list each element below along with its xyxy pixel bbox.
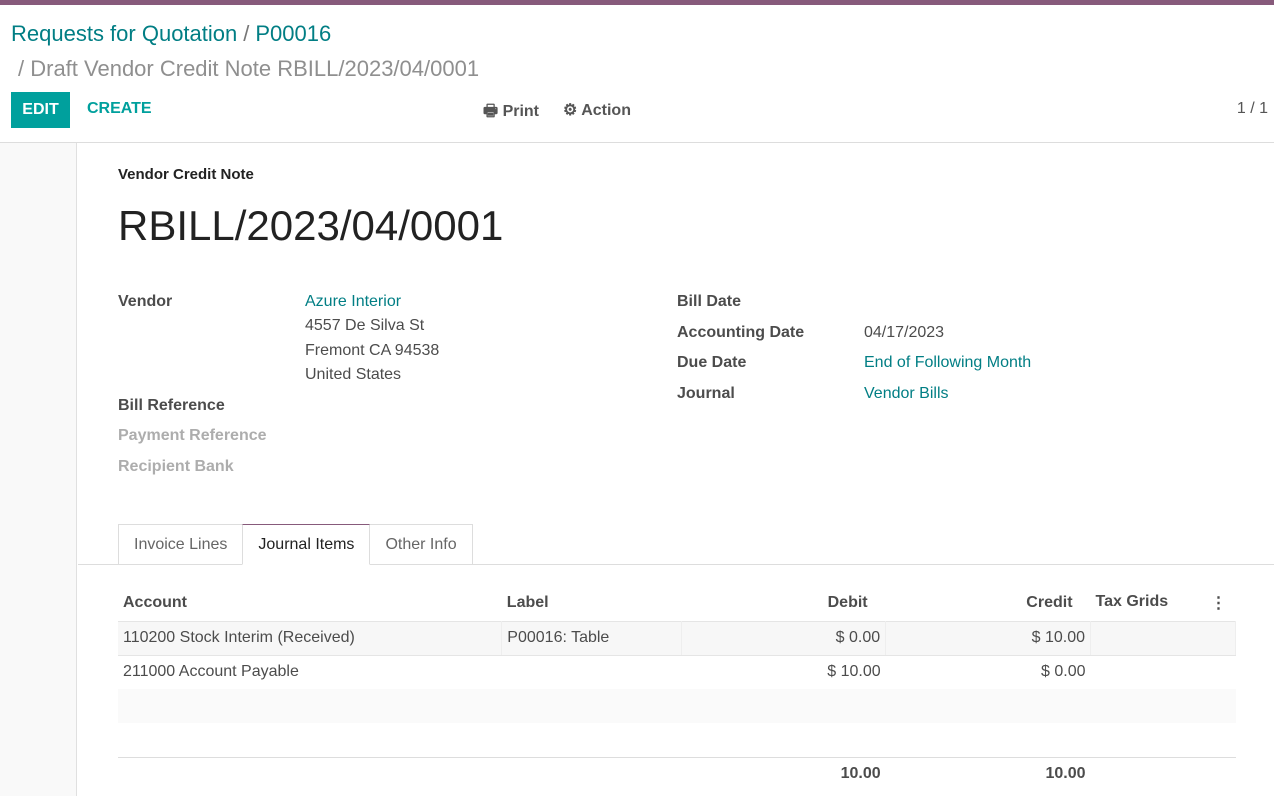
breadcrumb-separator: /: [243, 21, 250, 46]
cell-tax-grids: [1090, 620, 1236, 656]
create-button[interactable]: CREATE: [87, 100, 152, 117]
cell-label: P00016: Table: [501, 620, 683, 656]
table-row[interactable]: 110200 Stock Interim (Received) P00016: …: [118, 620, 1236, 656]
breadcrumb-po[interactable]: P00016: [255, 21, 332, 46]
tab-other-info[interactable]: Other Info: [369, 524, 473, 565]
print-button[interactable]: 🖶 Print: [483, 100, 539, 127]
due-date-link[interactable]: End of Following Month: [864, 354, 1032, 371]
cell-credit: $ 10.00: [885, 620, 1092, 656]
address-line: Fremont CA 94538: [305, 342, 440, 359]
document-type: Vendor Credit Note: [118, 166, 254, 183]
cell-account: 211000 Account Payable: [123, 663, 299, 681]
divider: [0, 142, 1274, 143]
journal-items-table: Account Label Debit Credit Tax Grids ⋮ 11…: [118, 585, 1236, 791]
header-tax-grids[interactable]: Tax Grids ⋮: [1091, 585, 1236, 621]
breadcrumb-current: / Draft Vendor Credit Note RBILL/2023/04…: [18, 56, 480, 81]
cell-tax-grids: [1091, 655, 1236, 689]
gear-icon: ⚙: [563, 102, 578, 119]
recipient-bank-label: Recipient Bank: [118, 458, 234, 475]
cell-credit: $ 0.00: [1041, 663, 1086, 681]
print-icon: 🖶: [483, 103, 499, 120]
header-label[interactable]: Label: [506, 593, 549, 611]
cell-label: [502, 655, 682, 689]
empty-row: [118, 723, 1236, 757]
empty-row: [118, 689, 1236, 723]
journal-label: Journal: [677, 385, 735, 402]
document-number: RBILL/2023/04/0001: [118, 202, 504, 249]
address-line: 4557 De Silva St: [305, 317, 425, 334]
bill-date-label: Bill Date: [677, 293, 742, 310]
vendor-label: Vendor: [118, 293, 173, 310]
accounting-date-value: 04/17/2023: [864, 324, 945, 341]
payment-reference-label: Payment Reference: [118, 427, 267, 444]
total-debit: 10.00: [681, 756, 886, 791]
notebook-tabs: Invoice Lines Journal Items Other Info: [118, 524, 473, 565]
cell-debit: $ 10.00: [827, 663, 881, 681]
action-label: Action: [581, 102, 631, 119]
bill-reference-label: Bill Reference: [118, 397, 225, 414]
cell-account: 110200 Stock Interim (Received): [118, 620, 503, 656]
tab-journal-items[interactable]: Journal Items: [242, 524, 371, 565]
header-debit[interactable]: Debit: [827, 593, 868, 611]
column-options-icon[interactable]: ⋮: [1210, 594, 1227, 612]
header-credit[interactable]: Credit: [1026, 593, 1073, 611]
table-row[interactable]: 211000 Account Payable $ 10.00 $ 0.00: [118, 655, 1236, 689]
journal-link[interactable]: Vendor Bills: [864, 385, 949, 402]
vendor-link[interactable]: Azure Interior: [305, 293, 402, 310]
header-tax-grids-label: Tax Grids: [1095, 592, 1169, 610]
breadcrumb-rfq[interactable]: Requests for Quotation: [11, 21, 238, 46]
table-header: Account Label Debit Credit Tax Grids ⋮: [118, 585, 1236, 621]
action-button[interactable]: ⚙ Action: [563, 100, 631, 120]
edit-button[interactable]: EDIT: [11, 92, 70, 128]
due-date-label: Due Date: [677, 354, 747, 371]
total-credit: 10.00: [885, 756, 1091, 791]
breadcrumb: Requests for Quotation / P00016: [11, 21, 331, 47]
print-label: Print: [502, 103, 540, 120]
tab-invoice-lines[interactable]: Invoice Lines: [118, 524, 244, 565]
top-navbar: [0, 0, 1274, 5]
cell-debit: $ 0.00: [681, 620, 887, 656]
accounting-date-label: Accounting Date: [677, 324, 805, 341]
header-account[interactable]: Account: [123, 593, 187, 611]
left-background: [0, 143, 77, 796]
tab-divider: [78, 564, 1274, 565]
address-line: United States: [305, 366, 402, 383]
table-footer: 10.00 10.00: [118, 756, 1236, 791]
pager[interactable]: 1 / 1: [1236, 100, 1268, 117]
